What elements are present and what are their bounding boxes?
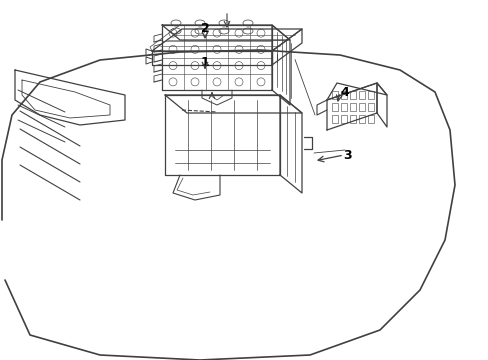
Bar [367,91,373,99]
Bar [349,103,355,111]
Bar [349,91,355,99]
Bar [367,103,373,111]
Bar [340,103,346,111]
Bar [349,115,355,123]
Bar [331,91,337,99]
Text: 2: 2 [200,22,209,35]
Bar [331,115,337,123]
Text: 1: 1 [200,55,209,68]
Bar [340,115,346,123]
Bar [358,91,364,99]
Text: 4: 4 [340,86,348,99]
Bar [340,91,346,99]
Bar [367,115,373,123]
Bar [358,115,364,123]
Bar [331,103,337,111]
Bar [358,103,364,111]
Text: 3: 3 [343,149,351,162]
